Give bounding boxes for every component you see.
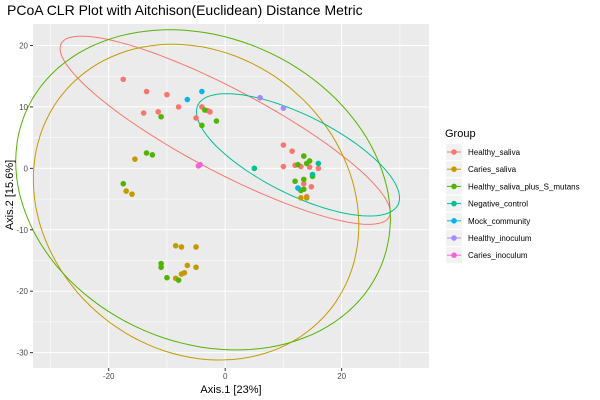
point-healthy-saliva-plus-s-mutans [292, 178, 298, 185]
point-healthy-saliva [143, 88, 150, 95]
point-healthy-saliva-plus-s-mutans [120, 180, 127, 187]
point-caries-saliva [193, 264, 199, 271]
point-healthy-saliva [289, 148, 295, 154]
point-mock-community [184, 96, 191, 103]
point-healthy-saliva [120, 76, 127, 83]
legend-key-caries-saliva [451, 166, 457, 172]
point-healthy-saliva-plus-s-mutans [201, 107, 208, 113]
point-healthy-saliva-plus-s-mutans [303, 160, 310, 167]
point-healthy-saliva-plus-s-mutans [213, 118, 220, 124]
legend-label-caries-saliva: Caries_saliva [468, 165, 517, 174]
legend-label-healthy-saliva-plus-s-mutans: Healthy_saliva_plus_S_mutans [468, 182, 580, 191]
ellipse-healthy-saliva [59, 35, 391, 225]
x-tick-label: 20 [337, 372, 346, 381]
point-caries-saliva [178, 244, 185, 250]
legend-key-caries-inoculum [451, 252, 457, 258]
point-healthy-saliva [280, 163, 287, 170]
point-caries-saliva [129, 191, 135, 197]
point-healthy-saliva-plus-s-mutans [143, 150, 150, 156]
y-tick-label: -30 [16, 349, 28, 358]
legend-key-healthy-saliva-plus-s-mutans [451, 183, 457, 190]
confidence-ellipses [15, 29, 401, 361]
point-healthy-saliva [300, 180, 307, 187]
legend-key-healthy-inoculum [451, 235, 457, 241]
plot-panel [33, 24, 429, 368]
point-healthy-saliva-plus-s-mutans [158, 113, 164, 120]
legend-key-mock-community [451, 218, 457, 224]
point-caries-saliva [172, 242, 179, 249]
point-healthy-saliva [280, 142, 287, 148]
point-healthy-saliva-plus-s-mutans [158, 264, 164, 271]
point-negative-control [315, 160, 322, 167]
legend-title: Group [445, 128, 476, 140]
point-caries-saliva [132, 156, 138, 162]
point-healthy-saliva [308, 183, 315, 190]
legend-label-caries-inoculum: Caries_inoculum [468, 251, 528, 260]
point-healthy-inoculum [257, 94, 263, 101]
point-healthy-saliva [155, 109, 162, 115]
legend-key-negative-control [451, 200, 457, 207]
point-healthy-saliva-plus-s-mutans [300, 176, 307, 183]
point-negative-control [309, 171, 316, 178]
chart-title: PCoA CLR Plot with Aitchison(Euclidean) … [7, 2, 363, 18]
ellipse-healthy-saliva-plus-s-mutans [15, 29, 391, 351]
legend-label-healthy-saliva: Healthy_saliva [468, 148, 521, 157]
ellipse-negative-control [195, 93, 401, 217]
x-axis-title: Axis.1 [23%] [200, 384, 261, 396]
point-caries-saliva [193, 244, 199, 250]
point-healthy-saliva-plus-s-mutans [300, 153, 307, 159]
point-healthy-saliva-plus-s-mutans [175, 277, 182, 283]
y-tick-label: 10 [19, 103, 28, 112]
y-tick-label: -20 [16, 287, 28, 296]
y-tick-label: 0 [24, 164, 29, 173]
point-healthy-saliva-plus-s-mutans [295, 161, 301, 168]
y-tick-label: 20 [19, 42, 28, 51]
point-caries-saliva [184, 262, 191, 269]
point-caries-saliva [303, 195, 310, 201]
point-caries-saliva [181, 269, 188, 276]
point-caries-saliva [298, 195, 304, 201]
legend: Healthy_saliva Caries_saliva Healthy_saliv… [446, 144, 580, 264]
point-healthy-saliva [315, 165, 322, 172]
legend-key-healthy-saliva [451, 149, 457, 155]
point-healthy-saliva [164, 91, 170, 98]
ellipse-caries-saliva [32, 43, 360, 361]
axis-ticks: -20 0 20 -30 -20 -10 0 10 20 [16, 42, 346, 382]
point-mock-community [295, 185, 301, 191]
point-healthy-saliva-plus-s-mutans [199, 122, 205, 129]
point-mock-community [199, 88, 205, 95]
point-caries-inoculum [197, 161, 203, 168]
y-tick-label: -10 [16, 226, 28, 235]
legend-label-negative-control: Negative_control [468, 200, 528, 209]
point-healthy-saliva-plus-s-mutans [164, 274, 170, 281]
point-healthy-saliva [140, 110, 147, 116]
legend-label-mock-community: Mock_community [468, 217, 530, 226]
point-healthy-saliva [207, 109, 213, 115]
point-healthy-inoculum [280, 105, 287, 111]
panel-background [33, 24, 429, 368]
point-healthy-saliva [175, 104, 182, 110]
x-tick-label: -20 [103, 372, 115, 381]
x-tick-label: 0 [223, 372, 228, 381]
point-healthy-saliva-plus-s-mutans [149, 152, 156, 158]
data-points [120, 76, 322, 283]
point-healthy-saliva [193, 115, 199, 121]
legend-label-healthy-inoculum: Healthy_inoculum [468, 234, 532, 243]
y-axis-title: Axis.2 [15.6%] [4, 160, 16, 230]
point-caries-saliva [123, 188, 129, 194]
point-negative-control [251, 165, 258, 172]
